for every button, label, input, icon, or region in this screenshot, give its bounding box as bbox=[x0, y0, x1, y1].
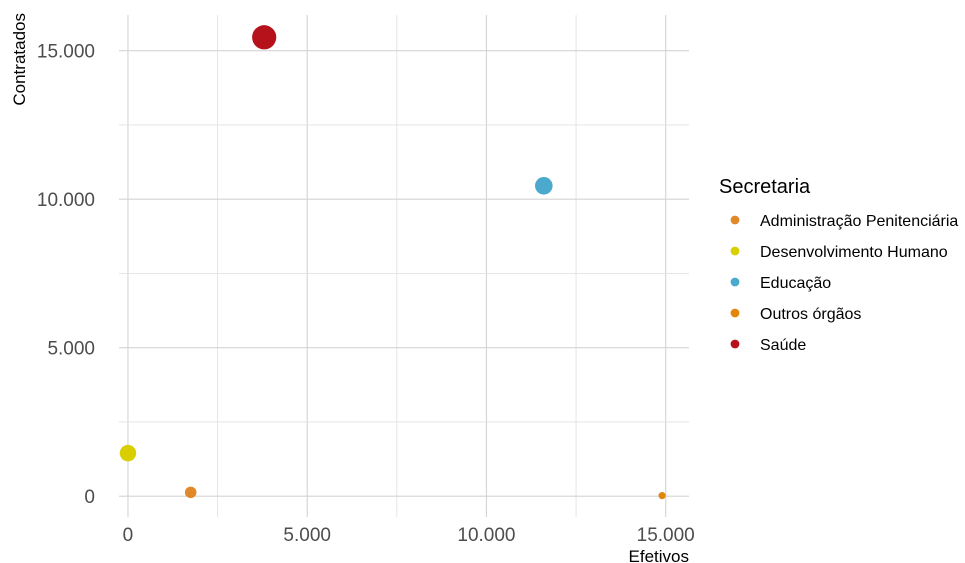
legend-marker bbox=[730, 308, 740, 318]
legend-marker bbox=[730, 246, 740, 256]
legend: Secretaria Administração Penitenciária De… bbox=[719, 176, 958, 354]
legend-marker bbox=[730, 215, 740, 225]
legend-items: Administração Penitenciária Desenvolvimen… bbox=[730, 213, 958, 354]
legend-label: Desenvolvimento Humano bbox=[760, 244, 948, 261]
y-tick-label: 10.000 bbox=[37, 190, 95, 211]
x-tick-label: 0 bbox=[123, 525, 134, 546]
legend-label: Saúde bbox=[760, 337, 806, 354]
data-points bbox=[119, 25, 666, 500]
legend-label: Administração Penitenciária bbox=[760, 213, 958, 230]
legend-label: Outros órgãos bbox=[760, 306, 861, 323]
data-point bbox=[184, 486, 197, 499]
legend-marker bbox=[730, 277, 740, 287]
x-tick-label: 5.000 bbox=[283, 525, 331, 546]
data-point bbox=[252, 25, 277, 50]
legend-label: Educação bbox=[760, 275, 831, 292]
y-tick-label: 0 bbox=[84, 487, 95, 508]
x-tick-label: 15.000 bbox=[637, 525, 695, 546]
data-point bbox=[119, 444, 137, 462]
data-point bbox=[658, 492, 666, 500]
x-axis-title: Efetivos bbox=[629, 547, 689, 563]
y-axis-title: Contratados bbox=[10, 13, 29, 106]
legend-title: Secretaria bbox=[719, 176, 811, 198]
y-tick-label: 15.000 bbox=[37, 42, 95, 63]
x-tick-label: 10.000 bbox=[457, 525, 515, 546]
axis-ticks: 0 5.000 10.000 15.000 0 5.000 10.000 15.000 bbox=[37, 42, 695, 546]
data-point bbox=[535, 176, 553, 195]
grid-lines bbox=[119, 15, 689, 517]
legend-marker bbox=[730, 339, 740, 349]
y-tick-label: 5.000 bbox=[47, 339, 95, 360]
